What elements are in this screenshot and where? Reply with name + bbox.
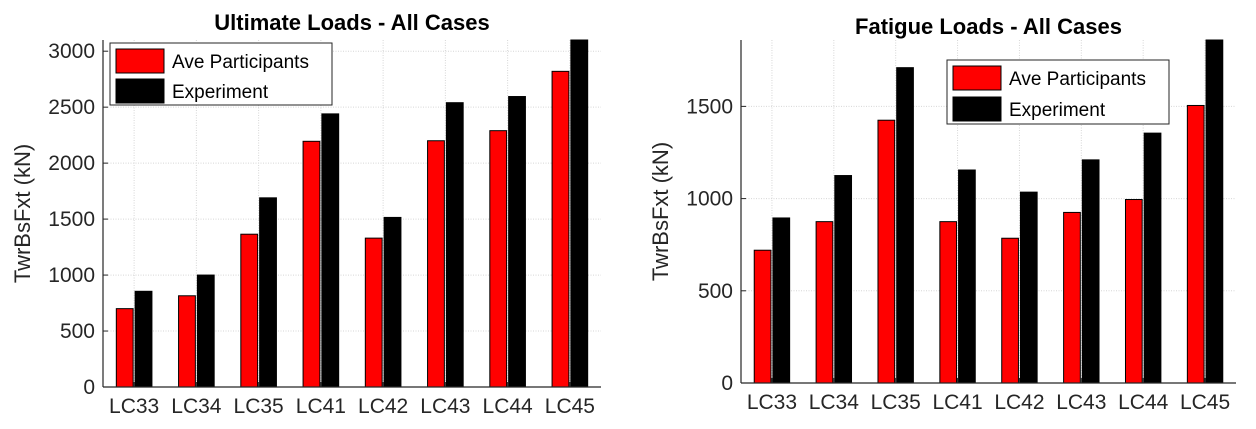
bar-experiment xyxy=(1019,191,1038,384)
x-tick-label: LC43 xyxy=(1056,391,1106,414)
bar-ave-participants xyxy=(753,249,772,384)
x-tick-label: LC41 xyxy=(296,395,346,418)
y-tick-label: 500 xyxy=(698,280,733,303)
bar-experiment xyxy=(383,216,402,388)
bar-experiment xyxy=(834,175,853,384)
bar-ave-participants xyxy=(551,70,570,388)
bar-experiment xyxy=(445,102,464,388)
chart-1: 0 500 1000 1500 2000 2500 3000 LC33 LC34 LC35 LC41… xyxy=(10,10,601,418)
bar-ave-participants xyxy=(939,221,958,384)
bar-ave-participants xyxy=(877,119,896,384)
bar-experiment xyxy=(570,39,589,388)
legend-label: Ave Participants xyxy=(172,52,309,73)
bar-ave-participants xyxy=(427,140,445,388)
x-tick-label: LC45 xyxy=(545,395,595,418)
bar-ave-participants xyxy=(115,308,134,388)
legend-swatch xyxy=(952,96,1002,122)
x-tick-label: LC42 xyxy=(994,391,1044,414)
bar-ave-participants xyxy=(302,140,321,388)
bar-ave-participants xyxy=(364,237,383,388)
legend-swatch xyxy=(952,65,1002,91)
x-tick-label: LC41 xyxy=(932,391,982,414)
y-tick-label: 3000 xyxy=(48,40,95,63)
bar-experiment xyxy=(1143,132,1162,384)
x-tick-label: LC35 xyxy=(234,395,284,418)
legend-label: Experiment xyxy=(172,82,269,103)
bar-ave-participants xyxy=(178,295,196,388)
y-tick-label: 1500 xyxy=(686,95,733,118)
y-tick-label: 500 xyxy=(60,320,95,343)
y-tick-label: 1000 xyxy=(48,264,95,287)
bar-experiment xyxy=(1205,39,1224,384)
bar-ave-participants xyxy=(815,221,834,384)
bar-ave-participants xyxy=(489,130,508,388)
bar-ave-participants xyxy=(1124,199,1143,384)
bar-experiment xyxy=(321,113,340,388)
bar-experiment xyxy=(958,169,976,384)
x-tick-label: LC42 xyxy=(358,395,408,418)
bar-ave-participants xyxy=(1063,211,1081,384)
y-tick-label: 2500 xyxy=(48,96,95,119)
chart-title: Ultimate Loads - All Cases xyxy=(214,10,489,35)
chart-title: Fatigue Loads - All Cases xyxy=(855,14,1122,39)
bar-experiment xyxy=(1081,159,1100,384)
y-tick-label: 0 xyxy=(721,372,733,395)
x-tick-label: LC33 xyxy=(747,391,797,414)
y-tick-label: 1000 xyxy=(686,188,733,211)
bar-experiment xyxy=(508,96,526,388)
bar-ave-participants xyxy=(1001,237,1019,384)
y-axis-label: TwrBsFxt (kN) xyxy=(10,144,35,283)
x-tick-label: LC35 xyxy=(871,391,921,414)
legend-swatch xyxy=(115,48,165,74)
bar-experiment xyxy=(196,274,215,388)
legend-swatch xyxy=(115,78,165,104)
x-tick-label: LC33 xyxy=(109,395,159,418)
x-tick-label: LC43 xyxy=(420,395,470,418)
x-tick-label: LC44 xyxy=(483,395,534,418)
bar-ave-participants xyxy=(1186,104,1205,384)
bar-experiment xyxy=(259,197,277,388)
x-tick-label: LC45 xyxy=(1180,391,1230,414)
x-tick-label: LC34 xyxy=(809,391,860,414)
bar-experiment xyxy=(772,217,791,384)
legend-label: Experiment xyxy=(1009,100,1106,121)
x-tick-label: LC44 xyxy=(1118,391,1169,414)
y-tick-label: 1500 xyxy=(48,208,95,231)
bar-ave-participants xyxy=(240,233,259,388)
x-tick-label: LC34 xyxy=(171,395,222,418)
y-tick-label: 0 xyxy=(83,376,95,399)
legend-label: Ave Participants xyxy=(1009,69,1146,90)
chart-2: 0 500 1000 1500 LC33 LC34 LC35 LC41 LC42 LC43 LC44… xyxy=(648,14,1236,414)
y-axis-label: TwrBsFxt (kN) xyxy=(648,142,673,281)
bar-experiment xyxy=(134,290,153,388)
y-tick-label: 2000 xyxy=(48,152,95,175)
bar-experiment xyxy=(896,67,914,384)
